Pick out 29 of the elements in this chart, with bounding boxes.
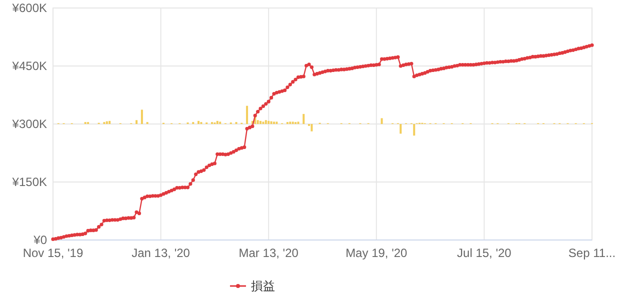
bar <box>108 120 111 124</box>
x-tick-label: May 19, '20 <box>346 246 408 260</box>
y-tick-label: ¥0 <box>32 233 48 247</box>
legend-label: 損益 <box>251 279 275 293</box>
y-tick-label: ¥300K <box>11 117 47 131</box>
x-tick-label: Jan 13, '20 <box>132 246 190 260</box>
bar <box>270 121 272 124</box>
bar <box>246 106 248 124</box>
bar <box>310 124 313 132</box>
bar <box>106 121 108 124</box>
bar <box>264 120 267 124</box>
x-tick-label: Mar 13, '20 <box>238 246 299 260</box>
bar <box>256 120 259 124</box>
bar <box>268 120 270 124</box>
x-tick-label: Nov 15, '19 <box>22 246 84 260</box>
y-tick-label: ¥600K <box>11 1 47 15</box>
y-tick-label: ¥450K <box>11 59 47 73</box>
bar <box>216 120 218 124</box>
bar <box>302 114 305 124</box>
bar <box>400 124 402 134</box>
bar <box>413 124 416 136</box>
y-tick-label: ¥150K <box>11 175 47 189</box>
bar <box>136 120 138 124</box>
x-tick-label: Sep 11... <box>568 246 616 260</box>
bar <box>198 120 200 124</box>
x-tick-label: Jul 15, '20 <box>457 246 512 260</box>
bar <box>260 120 262 124</box>
bar <box>380 118 383 124</box>
bar <box>140 110 143 124</box>
